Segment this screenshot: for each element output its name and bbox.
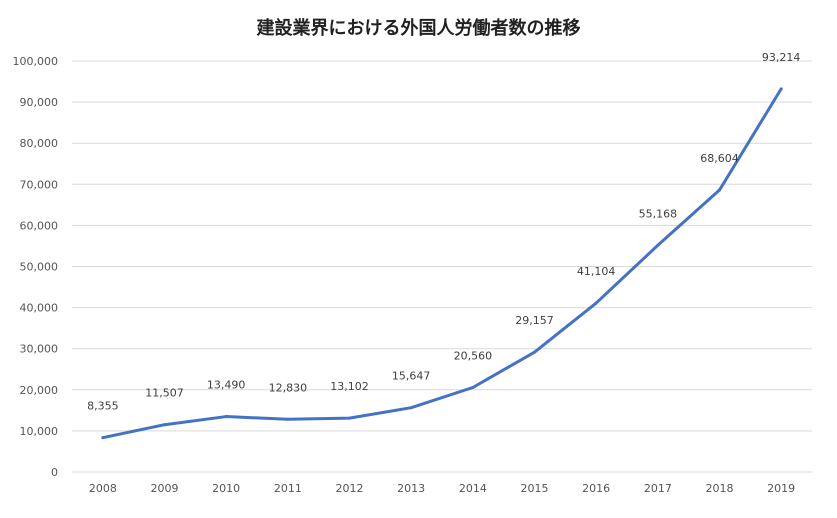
- y-tick-label: 90,000: [20, 96, 59, 109]
- y-tick-label: 70,000: [20, 178, 59, 191]
- data-point: [163, 423, 166, 427]
- chart-title: 建設業界における外国人労働者数の推移: [256, 18, 581, 39]
- data-label: 20,560: [454, 349, 493, 362]
- data-label: 15,647: [392, 370, 431, 383]
- y-tick-label: 30,000: [20, 343, 59, 356]
- data-point: [533, 350, 536, 354]
- x-tick-label: 2010: [212, 482, 240, 495]
- data-label: 68,604: [700, 152, 739, 165]
- data-label: 12,830: [269, 381, 308, 394]
- data-point: [779, 87, 783, 91]
- data-label: 13,102: [330, 380, 369, 393]
- data-point: [594, 301, 598, 305]
- y-tick-label: 20,000: [20, 384, 59, 397]
- y-tick-label: 80,000: [20, 137, 59, 150]
- gridlines: [72, 60, 812, 473]
- series-line-group: [101, 87, 783, 440]
- y-tick-label: 10,000: [20, 425, 59, 438]
- x-tick-label: 2013: [397, 482, 425, 495]
- x-tick-label: 2017: [644, 482, 672, 495]
- y-tick-label: 0: [51, 466, 58, 479]
- data-labels: 8,355 11,507 13,490 12,830 13,102 15,647 20,56…: [87, 51, 800, 413]
- x-tick-label: 2014: [459, 482, 487, 495]
- data-label: 8,355: [87, 400, 119, 413]
- x-tick-label: 2009: [151, 482, 179, 495]
- data-label: 11,507: [145, 387, 184, 400]
- data-point: [286, 417, 290, 421]
- data-point: [656, 243, 660, 247]
- data-point: [718, 188, 721, 192]
- x-tick-label: 2008: [89, 482, 117, 495]
- x-tick-label: 2018: [706, 482, 734, 495]
- data-point: [224, 415, 228, 419]
- y-tick-label: 100,000: [13, 55, 59, 68]
- y-tick-label: 60,000: [20, 219, 59, 232]
- y-axis-ticks: 0 10,000 20,000 30,000 40,000 50,000 60,000 70,…: [13, 55, 59, 479]
- data-point: [409, 406, 413, 410]
- x-tick-label: 2016: [582, 482, 610, 495]
- data-label: 13,490: [207, 379, 246, 392]
- data-label: 93,214: [762, 51, 801, 64]
- data-label: 29,157: [515, 314, 554, 327]
- data-label: 41,104: [577, 265, 616, 278]
- x-tick-label: 2015: [521, 482, 549, 495]
- data-point: [101, 436, 105, 440]
- y-tick-label: 50,000: [20, 261, 59, 274]
- data-point: [348, 416, 351, 420]
- x-tick-label: 2019: [767, 482, 795, 495]
- series-line: [101, 87, 783, 440]
- data-label: 55,168: [639, 207, 678, 220]
- x-tick-label: 2011: [274, 482, 302, 495]
- x-axis-ticks: 2008 2009 2010 2011 2012 2013 2014 2015 2016 2017…: [89, 482, 795, 495]
- y-tick-label: 40,000: [20, 302, 59, 315]
- x-tick-label: 2012: [336, 482, 364, 495]
- data-point: [471, 385, 475, 389]
